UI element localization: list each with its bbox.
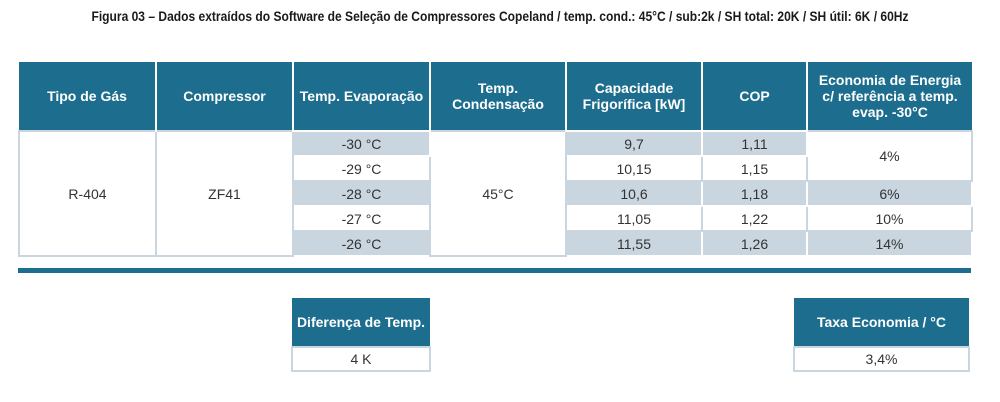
temp-difference-header: Diferença de Temp. bbox=[292, 298, 430, 347]
savings-rate-value: 3,4% bbox=[793, 346, 970, 372]
cop-cell: 1,22 bbox=[701, 205, 808, 232]
condensation-temp-cell: 45°C bbox=[429, 130, 567, 257]
capacity-cell: 9,7 bbox=[565, 130, 703, 157]
savings-cell: 4% bbox=[806, 130, 973, 182]
temp-difference-table: Diferença de Temp. 4 K bbox=[291, 298, 431, 372]
table-row: R-404 ZF41 -30 °C 45°C 9,7 1,11 4% bbox=[18, 130, 973, 257]
evap-temp-cell: -29 °C bbox=[292, 155, 431, 182]
savings-cell: 10% bbox=[806, 205, 973, 232]
compressor-cell: ZF41 bbox=[155, 130, 294, 257]
gas-type-cell: R-404 bbox=[18, 130, 157, 257]
header-compressor: Compressor bbox=[155, 62, 294, 131]
header-condensation-temp: Temp. Condensação bbox=[429, 62, 567, 131]
header-evaporation-temp: Temp. Evaporação bbox=[292, 62, 431, 131]
table-row: -29 °C 10,15 1,15 bbox=[19, 155, 972, 182]
table-row: -27 °C 11,05 1,22 10% bbox=[19, 205, 973, 232]
table-row: -26 °C 11,55 1,26 14% bbox=[19, 230, 973, 257]
header-capacity: Capacidade Frigorífica [kW] bbox=[565, 62, 703, 131]
header-gas-type: Tipo de Gás bbox=[19, 62, 157, 131]
capacity-cell: 10,15 bbox=[565, 155, 703, 182]
figure-caption: Figura 03 – Dados extraídos do Software … bbox=[91, 8, 909, 24]
savings-cell: 14% bbox=[806, 230, 973, 257]
evap-temp-cell: -27 °C bbox=[292, 205, 431, 232]
savings-rate-table: Taxa Economia / °C 3,4% bbox=[793, 298, 970, 372]
capacity-cell: 11,55 bbox=[565, 230, 703, 257]
cop-cell: 1,11 bbox=[701, 130, 808, 157]
cop-cell: 1,15 bbox=[701, 155, 808, 182]
savings-rate-header: Taxa Economia / °C bbox=[794, 298, 969, 347]
header-energy-savings: Economia de Energia c/ referência a temp… bbox=[806, 62, 972, 131]
evap-temp-cell: -28 °C bbox=[292, 180, 431, 207]
compressor-data-table: Tipo de Gás Compressor Temp. Evaporação … bbox=[18, 62, 973, 257]
evap-temp-cell: -30 °C bbox=[292, 130, 431, 157]
evap-temp-cell: -26 °C bbox=[292, 230, 431, 257]
cop-cell: 1,18 bbox=[701, 180, 808, 207]
savings-cell: 6% bbox=[806, 180, 973, 207]
table-row: -28 °C 10,6 1,18 6% bbox=[19, 180, 973, 207]
table-header-row: Tipo de Gás Compressor Temp. Evaporação … bbox=[19, 62, 972, 131]
capacity-cell: 11,05 bbox=[565, 205, 703, 232]
temp-difference-value: 4 K bbox=[291, 346, 431, 372]
capacity-cell: 10,6 bbox=[565, 180, 703, 207]
header-cop: COP bbox=[701, 62, 808, 131]
cop-cell: 1,26 bbox=[701, 230, 808, 257]
table-bottom-rule bbox=[18, 268, 971, 273]
